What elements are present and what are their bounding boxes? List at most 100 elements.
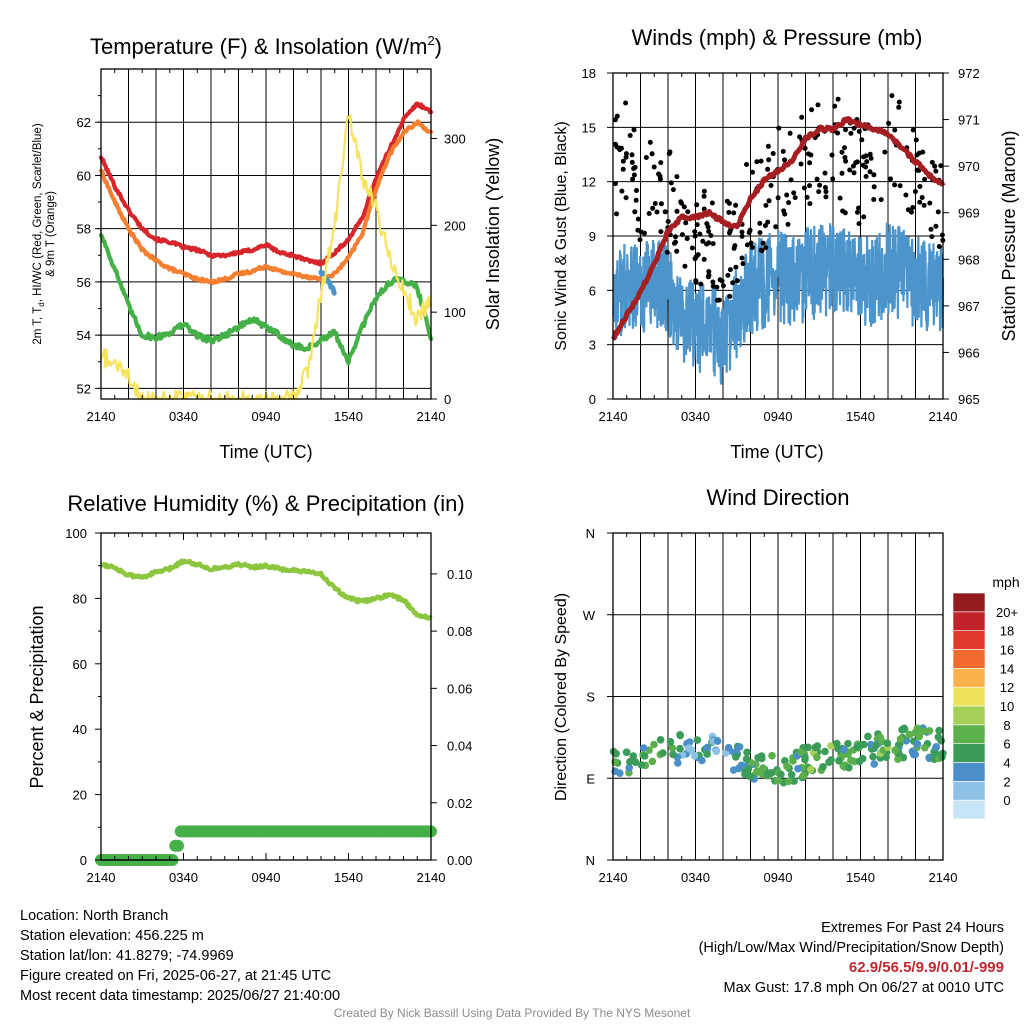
gust-point [856, 221, 862, 227]
colorbar-swatch [952, 668, 986, 688]
gust-point [666, 151, 672, 157]
wind-direction-xtick-label: 0340 [681, 870, 710, 885]
temperature-xtick-label: 2140 [87, 409, 116, 424]
humidity-line [99, 558, 433, 621]
gust-point [861, 214, 867, 220]
gust-point [620, 166, 626, 172]
winds-x-label: Time (UTC) [730, 442, 823, 462]
wind-direction-point [787, 771, 796, 779]
humidity-ytick-label: 80 [73, 591, 87, 606]
wind-direction-point [883, 739, 892, 747]
wind-direction-point [850, 757, 858, 766]
gust-point [757, 220, 763, 226]
gust-point [888, 176, 893, 182]
temperature-ytick-label: 54 [77, 328, 91, 343]
gust-point [765, 166, 771, 172]
winds-y-label: Sonic Wind & Gust (Blue, Black) [553, 121, 570, 350]
gust-point [633, 197, 639, 203]
wind-direction-point [637, 761, 646, 769]
gust-point [842, 155, 848, 160]
gust-point [700, 238, 706, 244]
gust-point [863, 174, 869, 179]
gust-point [892, 182, 898, 188]
gust-point [798, 161, 804, 167]
gust-point [933, 223, 939, 229]
gust-point [701, 256, 707, 262]
humidity-xtick-label: 0940 [252, 870, 281, 885]
gust-point [896, 104, 902, 110]
gust-point [913, 137, 919, 143]
gust-point [817, 182, 823, 188]
precip-ytick-label: 0.10 [447, 567, 472, 582]
gust-point [864, 159, 870, 165]
colorbar-swatch [952, 611, 986, 631]
wind-direction-point [703, 750, 711, 758]
wind-direction-point [766, 769, 775, 777]
gust-point [623, 154, 629, 160]
gust-point [851, 170, 857, 176]
winds-ytick-label: 3 [589, 338, 596, 353]
winds-ticks: 0 3 6 9 12 15 18 965 966 967 968 969 970 971 972 2140 03… [582, 66, 980, 424]
gust-point [763, 202, 769, 208]
gust-point [936, 244, 942, 249]
wind-direction-point [857, 740, 865, 749]
gust-point [905, 207, 911, 213]
gust-point [897, 183, 903, 189]
wind-direction-point [821, 747, 829, 756]
gust-point [726, 209, 732, 215]
gust-point [770, 151, 776, 156]
gust-point [630, 176, 636, 182]
colorbar-label: 14 [1000, 661, 1014, 676]
gust-point [685, 209, 691, 215]
wind-direction-point [631, 758, 640, 766]
winds-chart-title: Winds (mph) & Pressure (mb) [632, 25, 923, 50]
temperature-chart-title: Temperature (F) & Insolation (W/m2) [90, 33, 442, 59]
gust-point [868, 155, 874, 161]
gust-point [634, 188, 639, 193]
gust-point [658, 201, 664, 207]
wind-direction-xtick-label: 0940 [764, 870, 793, 885]
gust-point [854, 159, 860, 165]
gust-point [706, 228, 712, 234]
extremes-subtitle: (High/Low/Max Wind/Precipitation/Snow De… [698, 940, 1004, 956]
figure-created: Figure created on Fri, 2025-06-27, at 21… [20, 968, 332, 984]
gust-point [749, 245, 755, 250]
temperature-ytick-label: 56 [77, 275, 91, 290]
wind-direction-point [656, 736, 665, 744]
gust-point [670, 187, 676, 193]
wind-direction-chart-title: Wind Direction [706, 485, 849, 510]
wind-direction-point [845, 763, 853, 772]
colorbar-swatch [952, 630, 986, 650]
gust-point [740, 261, 746, 267]
colorbar-swatch [952, 686, 986, 707]
wind-direction-point [729, 766, 738, 774]
gust-point [871, 184, 877, 190]
temperature-panel: Temperature (F) & Insolation (W/m2) 52 54… [32, 33, 503, 462]
gust-point [871, 172, 877, 178]
gust-point [878, 197, 884, 203]
humidity-ytick-label: 100 [65, 526, 87, 541]
wind-direction-point [914, 730, 923, 738]
gust-point [892, 127, 898, 133]
wind-direction-point [869, 752, 877, 761]
wind-direction-point [629, 752, 638, 760]
gust-point [871, 197, 877, 202]
gust-point [863, 153, 869, 159]
wind-direction-point [784, 777, 793, 786]
gust-point [766, 198, 772, 204]
gust-point [692, 256, 698, 262]
gust-point [631, 172, 637, 178]
gust-point [739, 233, 745, 239]
wind-direction-point [872, 741, 880, 750]
wind-direction-point [676, 731, 684, 739]
wind-direction-point [753, 767, 761, 776]
gust-point [839, 170, 845, 176]
colorbar-label: 18 [1000, 624, 1014, 639]
wind-direction-point [913, 724, 922, 733]
gust-point [651, 164, 657, 170]
gust-point [739, 229, 745, 235]
wind-direction-point [742, 755, 751, 763]
gust-point [863, 164, 869, 170]
gust-point [744, 162, 749, 167]
colorbar-swatch [952, 705, 986, 726]
